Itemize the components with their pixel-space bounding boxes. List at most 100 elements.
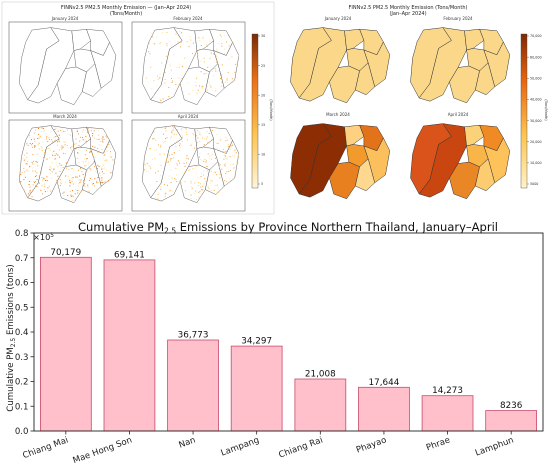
fire-pixel — [228, 35, 230, 37]
fire-pixel — [226, 158, 228, 160]
fire-pixel — [87, 131, 89, 133]
fire-pixel — [53, 188, 55, 190]
fire-pixel — [202, 185, 204, 187]
fire-pixel — [231, 81, 233, 83]
left-map-panels: January 2024 February 2024 March 2024 April… — [8, 16, 246, 212]
fire-pixel — [198, 182, 199, 183]
fire-pixel — [33, 182, 35, 183]
fire-pixel — [228, 170, 230, 172]
fire-pixel — [53, 140, 55, 142]
fire-pixel — [164, 195, 166, 197]
fire-pixel — [178, 77, 180, 79]
fire-pixel — [64, 131, 66, 132]
fire-pixel — [87, 190, 89, 192]
fire-pixel — [84, 183, 86, 185]
fire-pixel — [79, 182, 81, 184]
fire-pixel — [184, 172, 185, 174]
province-region — [344, 28, 365, 51]
y-tick-label: 0.7 — [15, 254, 29, 264]
fire-pixel — [77, 191, 79, 193]
colorbar-tick-label: 60,000 — [530, 55, 542, 59]
fire-pixel — [103, 173, 105, 175]
bar-chart: Cumulative PM2.5 Emissions by Province N… — [6, 220, 544, 466]
province-region — [449, 65, 480, 104]
fire-pixel — [57, 154, 59, 156]
fire-pixel — [168, 161, 169, 163]
fire-pixel — [208, 132, 210, 134]
fire-pixel — [219, 164, 221, 166]
y-axis-label: Cumulative PM2.5 Emissions (tons) — [6, 264, 17, 411]
fire-pixel — [189, 169, 191, 171]
fire-pixel — [85, 149, 87, 151]
fire-pixel — [220, 138, 222, 140]
fire-pixel — [224, 35, 226, 37]
fire-pixel — [187, 158, 189, 160]
fire-pixel — [159, 146, 161, 148]
fire-pixel — [53, 168, 55, 170]
fire-pixel — [145, 77, 147, 79]
fire-pixel — [177, 129, 179, 131]
fire-pixel — [178, 63, 180, 65]
fire-pixel — [195, 173, 197, 175]
province-region — [329, 65, 360, 104]
fire-pixel — [80, 147, 82, 148]
fire-pixel — [160, 144, 162, 146]
fire-pixel — [181, 32, 183, 34]
fire-pixel — [227, 146, 229, 148]
fire-pixel — [236, 161, 238, 163]
fire-pixel — [61, 147, 63, 149]
fire-pixel — [201, 86, 203, 88]
fire-pixel — [197, 137, 199, 139]
fire-pixel — [174, 178, 176, 179]
fire-pixel — [156, 149, 158, 151]
fire-pixel — [197, 177, 199, 179]
fire-pixel — [49, 157, 51, 159]
fire-pixel — [176, 162, 178, 164]
fire-pixel — [37, 153, 39, 155]
fire-pixel — [87, 184, 89, 186]
fire-pixel — [175, 33, 177, 35]
x-tick-label: Phrae — [425, 435, 452, 453]
fire-pixel — [35, 129, 37, 131]
fire-pixel — [147, 171, 149, 173]
fire-pixel — [160, 186, 162, 188]
fire-pixel — [71, 149, 73, 151]
fire-pixel — [215, 55, 217, 57]
fire-pixel — [63, 194, 65, 196]
fire-pixel — [218, 166, 220, 168]
fire-pixel — [207, 165, 208, 167]
fire-pixel — [185, 189, 187, 191]
fire-pixel — [224, 81, 226, 83]
fire-pixel — [179, 31, 181, 32]
fire-pixel — [185, 71, 187, 73]
fire-pixel — [190, 185, 192, 187]
fire-pixel — [212, 70, 213, 72]
fire-pixel — [55, 138, 57, 140]
fire-pixel — [187, 82, 189, 84]
fire-pixel — [41, 185, 43, 187]
fire-pixel — [170, 190, 172, 192]
fire-pixel — [230, 145, 232, 147]
fire-pixel — [166, 32, 168, 33]
fire-pixel — [41, 177, 43, 179]
fire-pixel — [106, 150, 108, 152]
province-region — [475, 158, 495, 192]
fire-pixel — [217, 142, 219, 144]
fire-pixel — [199, 40, 201, 41]
fire-pixel — [52, 141, 54, 143]
fire-pixel — [53, 136, 55, 138]
fire-pixel — [215, 87, 217, 89]
fire-pixel — [162, 98, 164, 100]
fire-pixel — [179, 143, 181, 145]
fire-pixel — [157, 199, 159, 201]
fire-pixel — [84, 175, 85, 177]
fire-pixel — [29, 184, 30, 186]
fire-pixel — [204, 138, 206, 139]
fire-pixel — [185, 127, 187, 129]
fire-pixel — [211, 180, 213, 182]
fire-pixel — [221, 168, 223, 170]
fire-pixel — [166, 160, 168, 162]
fire-pixel — [157, 78, 159, 80]
fire-pixel — [172, 125, 174, 127]
fire-pixel — [170, 160, 172, 162]
